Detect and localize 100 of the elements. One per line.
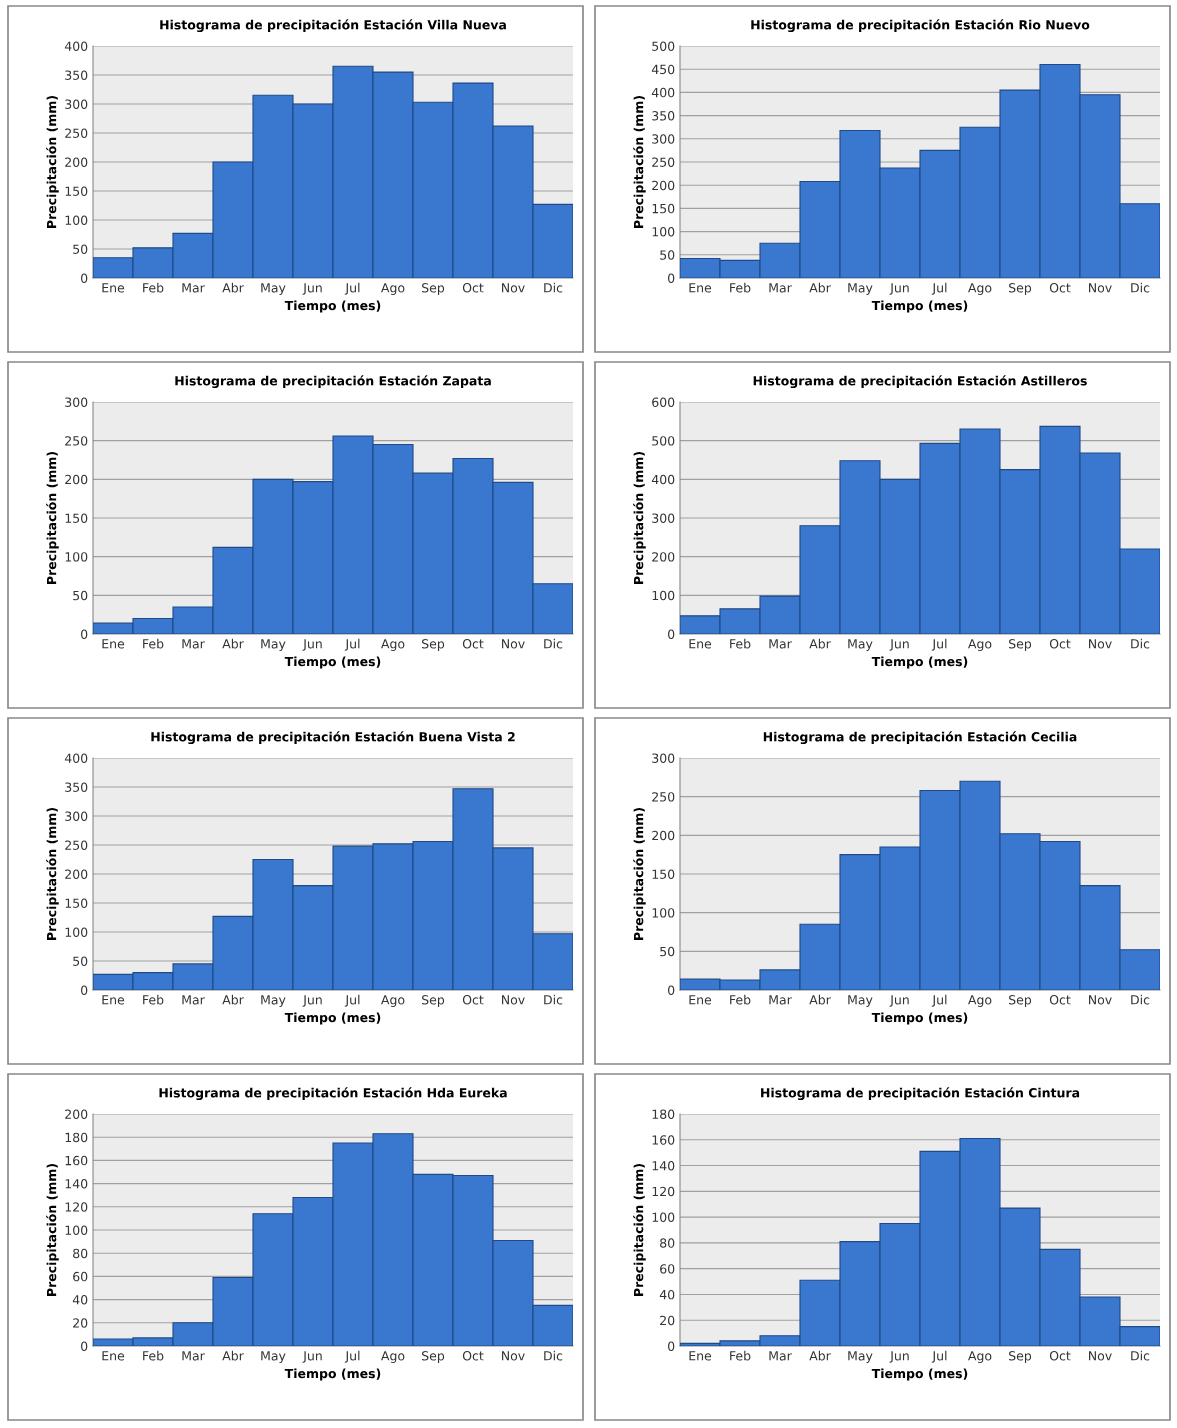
x-tick-label: Oct [462,639,484,649]
x-tick-label: Jun [302,1351,322,1363]
y-tick-label: 450 [651,64,675,75]
y-tick-label: 0 [81,629,88,639]
x-tick-label: Ago [968,639,992,651]
x-tick-label: Ago [968,995,992,1007]
x-tick-label: Jun [889,1351,909,1363]
x-axis-title: Tiempo (mes) [284,1368,381,1381]
x-tick-label: Ago [381,1351,405,1363]
x-tick-label: Sep [422,1351,445,1363]
y-tick-label: 100 [652,1212,675,1223]
chart-title: Histograma de precipitación Estación Cintura [761,1087,1080,1101]
y-tick-label: 50 [73,956,88,966]
x-tick-label: Mar [769,639,792,649]
y-tick-label: 100 [65,215,88,225]
x-tick-label: Ene [689,1351,712,1361]
x-tick-label: Nov [502,283,525,293]
chart-title: Histograma de precipitación Estación Hda Eureka [159,1087,507,1101]
y-tick-label: 300 [65,397,88,407]
y-tick-label: 160 [65,1155,88,1166]
x-tick-label: Nov [502,995,525,1005]
x-tick-label: Abr [809,282,831,293]
x-tick-label: May [848,283,873,295]
y-tick-label: 0 [81,1341,88,1351]
x-tick-label: Jun [889,995,909,1007]
x-tick-label: Mar [182,283,205,293]
y-tick-label: 150 [65,513,88,523]
y-axis-title: Precipitación (mm) [633,1164,646,1296]
y-tick-label: 400 [64,753,88,763]
y-tick-label: 0 [81,273,88,283]
y-tick-label: 300 [65,811,88,821]
x-tick-label: Jun [302,639,322,651]
y-tick-label: 100 [65,927,88,937]
y-tick-label: 150 [652,203,675,214]
x-tick-label: Mar [769,1351,792,1361]
y-tick-label: 140 [65,1179,88,1189]
x-tick-label: Ago [381,283,405,295]
y-tick-label: 200 [65,474,88,485]
x-axis-title: Tiempo (mes) [871,300,968,313]
x-tick-label: Jul [931,994,947,1007]
x-tick-label: Oct [1049,995,1071,1005]
x-axis-title: Tiempo (mes) [871,656,968,669]
x-tick-label: Ene [102,283,125,293]
y-tick-label: 100 [652,590,675,601]
y-tick-label: 0 [668,985,675,995]
x-tick-label: May [848,995,873,1007]
y-tick-label: 350 [652,111,675,121]
x-tick-label: Abr [222,994,244,1005]
y-tick-label: 20 [73,1318,88,1328]
y-axis-title: Precipitación (mm) [46,96,59,228]
x-axis-title: Tiempo (mes) [284,656,381,669]
x-tick-label: Oct [462,995,484,1005]
x-axis-title: Tiempo (mes) [871,1012,968,1025]
x-tick-label: Sep [1009,995,1032,1007]
x-tick-label: Feb [730,1350,751,1361]
x-tick-label: Ago [381,639,405,651]
x-tick-label: Jun [302,283,322,295]
x-tick-label: Dic [1131,994,1150,1005]
x-tick-label: May [848,639,873,651]
y-tick-label: 100 [65,552,88,562]
y-tick-label: 40 [659,1289,675,1300]
x-tick-label: Sep [422,283,445,295]
y-tick-label: 100 [652,908,675,918]
x-tick-label: Jul [344,1350,360,1363]
y-tick-label: 180 [65,1132,88,1143]
y-tick-label: 200 [652,180,675,191]
y-tick-label: 300 [652,134,675,144]
y-tick-label: 250 [65,840,88,850]
y-tick-label: 0 [668,1341,675,1351]
y-tick-label: 20 [660,1315,675,1326]
y-tick-label: 300 [652,753,675,763]
x-tick-label: Ene [689,995,712,1005]
x-tick-label: Sep [422,639,445,651]
y-axis-title: Precipitación (mm) [633,452,646,584]
y-tick-label: 350 [65,782,88,792]
y-tick-label: 50 [660,946,675,957]
x-tick-label: Sep [1009,283,1032,295]
x-tick-label: Feb [730,994,751,1005]
x-axis-title: Tiempo (mes) [284,300,381,313]
x-tick-label: Mar [182,1351,205,1361]
x-tick-label: Dic [544,638,563,649]
y-tick-label: 100 [65,1225,88,1235]
x-axis-title: Tiempo (mes) [284,1012,381,1025]
x-tick-label: Dic [1131,638,1150,649]
y-tick-label: 50 [660,250,675,260]
x-tick-label: May [261,639,286,651]
y-tick-label: 60 [660,1264,675,1274]
x-tick-label: Nov [1089,995,1112,1005]
y-tick-label: 80 [660,1238,675,1248]
x-tick-label: Feb [143,638,164,649]
x-axis-title: Tiempo (mes) [871,1368,968,1381]
x-tick-label: Dic [1131,282,1150,293]
x-tick-label: Dic [544,282,563,293]
y-tick-label: 100 [652,227,675,237]
x-tick-label: Ene [689,639,712,649]
y-tick-label: 0 [668,273,675,283]
y-tick-label: 250 [65,128,88,138]
y-tick-label: 0 [81,985,88,995]
y-tick-label: 200 [65,157,88,167]
y-tick-label: 80 [73,1248,88,1259]
